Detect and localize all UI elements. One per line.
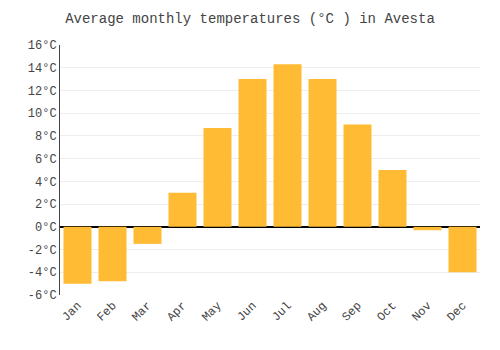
svg-text:6°C: 6°C bbox=[35, 153, 57, 167]
svg-text:14°C: 14°C bbox=[28, 62, 57, 76]
svg-text:-4°C: -4°C bbox=[28, 266, 57, 280]
svg-text:Jul: Jul bbox=[269, 299, 294, 324]
svg-text:May: May bbox=[199, 299, 224, 324]
svg-text:Aug: Aug bbox=[304, 299, 329, 324]
svg-text:Mar: Mar bbox=[129, 299, 154, 324]
svg-text:0°C: 0°C bbox=[35, 221, 57, 235]
svg-text:Nov: Nov bbox=[409, 299, 434, 324]
svg-text:16°C: 16°C bbox=[28, 39, 57, 53]
svg-text:4°C: 4°C bbox=[35, 176, 57, 190]
svg-text:-6°C: -6°C bbox=[28, 289, 57, 303]
svg-text:12°C: 12°C bbox=[28, 85, 57, 99]
svg-text:Dec: Dec bbox=[444, 299, 469, 324]
svg-text:Jan: Jan bbox=[59, 299, 84, 324]
svg-text:Feb: Feb bbox=[94, 299, 119, 324]
svg-text:Sep: Sep bbox=[339, 299, 364, 324]
svg-text:2°C: 2°C bbox=[35, 198, 57, 212]
svg-text:10°C: 10°C bbox=[28, 107, 57, 121]
svg-text:-2°C: -2°C bbox=[28, 244, 57, 258]
svg-text:Jun: Jun bbox=[234, 299, 259, 324]
svg-text:Average monthly temperatures (: Average monthly temperatures (°C ) in Av… bbox=[65, 11, 435, 27]
svg-text:Apr: Apr bbox=[164, 299, 189, 324]
svg-text:Oct: Oct bbox=[374, 299, 399, 324]
svg-text:8°C: 8°C bbox=[35, 130, 57, 144]
